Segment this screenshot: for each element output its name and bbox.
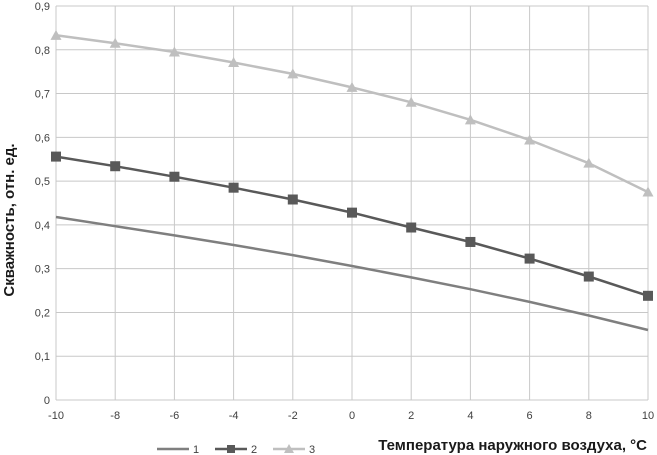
data-point-triangle: [642, 186, 654, 197]
legend-label: 1: [193, 444, 199, 455]
y-tick-label: 0: [44, 395, 50, 407]
data-point-triangle: [524, 134, 536, 145]
grid-lines: [55, 5, 649, 401]
series-layer: [50, 29, 654, 332]
y-axis-ticks: 0 0,1 0,2 0,3 0,4 0,5 0,6 0,7 0,8 0,9: [35, 1, 50, 407]
y-tick-label: 0,3: [35, 264, 50, 276]
legend-item-3: 3: [273, 444, 315, 455]
data-point-triangle: [228, 56, 240, 67]
data-point-triangle: [346, 81, 358, 92]
series-1: [55, 215, 649, 332]
legend-item-1: 1: [157, 444, 199, 455]
data-point-square: [169, 171, 180, 182]
data-point-triangle: [583, 157, 595, 168]
data-point-square: [110, 161, 121, 172]
x-axis-ticks: -10 -8 -6 -4 -2 0 2 4 6 8 10: [48, 410, 654, 422]
data-point-square: [583, 271, 594, 282]
y-tick-label: 0,5: [35, 176, 50, 188]
legend-item-2: 2: [215, 444, 257, 455]
y-tick-label: 0,2: [35, 307, 50, 319]
legend-marker-square: [227, 445, 235, 453]
legend-label: 2: [251, 444, 257, 455]
x-tick-label: -6: [170, 410, 180, 422]
data-point-triangle: [464, 114, 476, 125]
data-point-square: [465, 236, 476, 247]
y-tick-label: 0,9: [35, 1, 50, 13]
data-point-square: [406, 222, 417, 233]
x-tick-label: 8: [586, 410, 592, 422]
y-tick-label: 0,7: [35, 89, 50, 101]
x-tick-label: -2: [288, 410, 298, 422]
data-point-triangle: [109, 37, 121, 48]
y-axis-title: Скважность, отн. ед.: [1, 143, 18, 296]
data-point-square: [51, 151, 61, 162]
data-point-square: [287, 194, 298, 205]
y-tick-label: 0,6: [35, 132, 50, 144]
x-tick-label: 6: [527, 410, 533, 422]
y-tick-label: 0,1: [35, 351, 50, 363]
legend-marker-triangle: [284, 444, 294, 453]
x-tick-label: -10: [48, 410, 64, 422]
series-3: [50, 29, 654, 197]
series-2: [51, 151, 653, 301]
data-point-triangle: [50, 29, 62, 40]
legend-label: 3: [309, 444, 315, 455]
y-tick-label: 0,4: [35, 220, 50, 232]
data-point-square: [347, 207, 357, 218]
y-tick-label: 0,8: [35, 45, 50, 57]
data-point-square: [643, 290, 653, 301]
data-point-square: [228, 182, 239, 193]
x-tick-label: 10: [642, 410, 654, 422]
x-tick-label: 2: [408, 410, 414, 422]
legend: 1 2 3: [157, 444, 315, 455]
data-point-triangle: [168, 46, 180, 57]
data-point-square: [524, 253, 535, 264]
x-tick-label: 4: [467, 410, 473, 422]
x-tick-label: 0: [349, 410, 355, 422]
x-tick-label: -8: [110, 410, 120, 422]
series-line: [55, 215, 649, 332]
x-axis-title: Температура наружного воздуха, °С: [378, 437, 647, 454]
data-point-triangle: [405, 96, 417, 107]
data-point-triangle: [287, 68, 299, 79]
x-tick-label: -4: [229, 410, 239, 422]
